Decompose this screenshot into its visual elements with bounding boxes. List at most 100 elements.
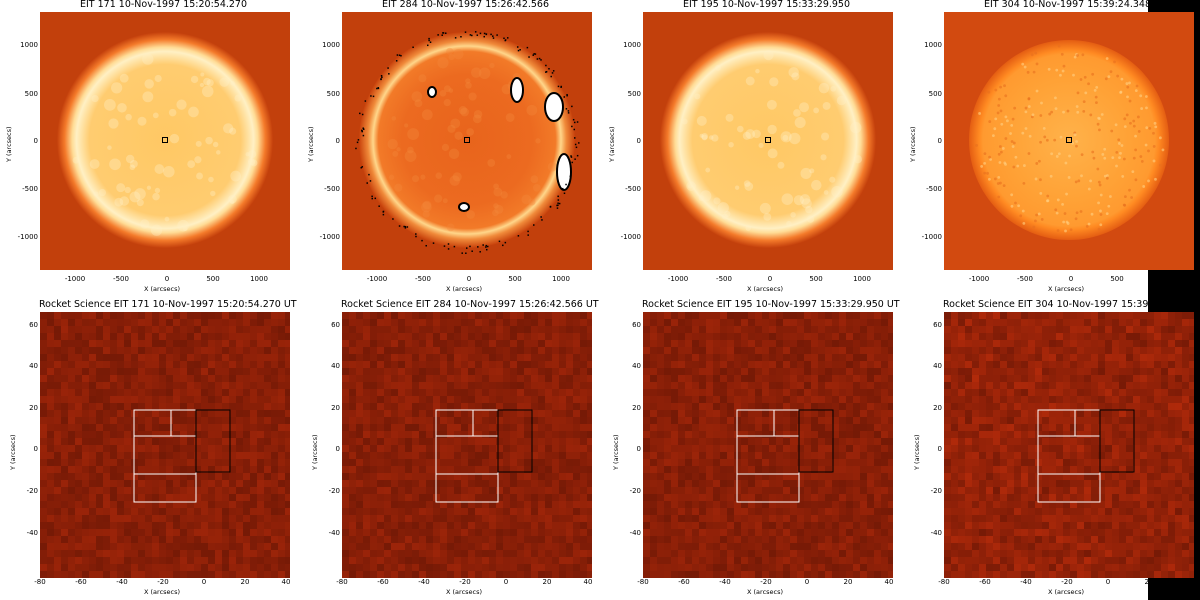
y-tick-label: 0: [937, 137, 942, 145]
x-tick-label: -60: [979, 578, 991, 586]
sun-image-frame: [643, 12, 893, 270]
sun-disk-image: [342, 12, 592, 270]
sun-image-frame: [40, 12, 290, 270]
panel-title: EIT 304 10-Nov-1997 15:39:24.348: [984, 0, 1152, 10]
x-tick-label: -60: [75, 578, 87, 586]
y-tick-label: 0: [937, 445, 942, 453]
y-axis-label: Y (arcsecs): [913, 434, 921, 470]
x-tick-label: 40: [1185, 578, 1195, 586]
x-tick-label: 0: [503, 578, 509, 586]
y-tick-label: -40: [26, 529, 38, 537]
x-axis-label: X (arcsecs): [144, 285, 181, 293]
x-tick-label: 0: [164, 275, 170, 283]
selection-box-marker: [464, 137, 470, 143]
x-tick-label: 20: [542, 578, 552, 586]
x-tick-label: 1000: [250, 275, 268, 283]
y-tick-label: 0: [335, 137, 340, 145]
x-tick-label: -20: [760, 578, 772, 586]
y-tick-label: 60: [29, 321, 38, 329]
y-tick-label: 500: [928, 90, 942, 98]
y-axis-label: Y (arcsecs): [612, 434, 620, 470]
y-tick-label: -1000: [921, 233, 942, 241]
x-tick-label: -500: [1017, 275, 1033, 283]
x-tick-label: 40: [583, 578, 593, 586]
y-tick-label: -500: [926, 185, 942, 193]
x-tick-label: 500: [1110, 275, 1124, 283]
y-axis-label: Y (arcsecs): [9, 434, 17, 470]
x-tick-label: -80: [637, 578, 649, 586]
y-tick-label: 0: [636, 137, 641, 145]
x-tick-label: 40: [884, 578, 894, 586]
x-tick-label: 500: [809, 275, 823, 283]
panel-title: Rocket Science EIT 171 10-Nov-1997 15:20…: [39, 299, 297, 310]
y-tick-label: -20: [629, 487, 641, 495]
y-tick-label: -40: [629, 529, 641, 537]
y-tick-label: -500: [22, 185, 38, 193]
x-tick-label: 20: [843, 578, 853, 586]
panel-title: EIT 195 10-Nov-1997 15:33:29.950: [683, 0, 851, 10]
x-tick-label: 0: [1068, 275, 1074, 283]
y-tick-label: 20: [632, 404, 641, 412]
y-tick-label: 60: [331, 321, 340, 329]
sun-image-frame: [342, 12, 592, 270]
y-tick-label: 40: [933, 362, 942, 370]
x-tick-label: 0: [804, 578, 810, 586]
y-tick-label: -500: [324, 185, 340, 193]
x-axis-label: X (arcsecs): [144, 588, 181, 596]
y-axis-label: Y (arcsecs): [608, 126, 616, 162]
x-tick-label: 1000: [853, 275, 871, 283]
y-tick-label: 40: [29, 362, 38, 370]
x-tick-label: -20: [459, 578, 471, 586]
y-tick-label: 1000: [623, 41, 641, 49]
zoomed-region-image: [40, 312, 290, 578]
y-tick-label: 500: [24, 90, 38, 98]
y-tick-label: -20: [930, 487, 942, 495]
zoom-image-frame: [40, 312, 290, 578]
y-tick-label: 1000: [322, 41, 340, 49]
zoom-image-frame: [944, 312, 1194, 578]
sun-image-frame: [944, 12, 1194, 270]
zoom-image-frame: [643, 312, 893, 578]
x-tick-label: -1000: [667, 275, 689, 283]
x-tick-label: -40: [116, 578, 128, 586]
x-tick-label: -500: [113, 275, 129, 283]
x-tick-label: 0: [1105, 578, 1111, 586]
zoomed-region-image: [944, 312, 1194, 578]
x-tick-label: -80: [34, 578, 46, 586]
y-tick-label: 40: [331, 362, 340, 370]
y-tick-label: -20: [26, 487, 38, 495]
y-tick-label: 60: [632, 321, 641, 329]
panel-title: EIT 284 10-Nov-1997 15:26:42.566: [382, 0, 550, 10]
y-tick-label: 0: [33, 445, 38, 453]
panel-title: Rocket Science EIT 304 10-Nov-1997 15:39…: [943, 299, 1200, 310]
panel-title: EIT 171 10-Nov-1997 15:20:54.270: [80, 0, 248, 10]
panel-title: Rocket Science EIT 195 10-Nov-1997 15:33…: [642, 299, 900, 310]
x-tick-label: 20: [240, 578, 250, 586]
x-tick-label: -40: [1020, 578, 1032, 586]
x-axis-label: X (arcsecs): [1048, 588, 1085, 596]
sun-disk-image: [643, 12, 893, 270]
x-tick-label: 1000: [1154, 275, 1172, 283]
y-tick-label: 40: [632, 362, 641, 370]
y-tick-label: -1000: [17, 233, 38, 241]
x-tick-label: -60: [678, 578, 690, 586]
x-tick-label: 40: [281, 578, 291, 586]
selection-box-marker: [1066, 137, 1072, 143]
x-tick-label: -500: [716, 275, 732, 283]
x-axis-label: X (arcsecs): [446, 588, 483, 596]
x-tick-label: -20: [1061, 578, 1073, 586]
y-axis-label: Y (arcsecs): [307, 126, 315, 162]
x-tick-label: -40: [418, 578, 430, 586]
y-axis-label: Y (arcsecs): [5, 126, 13, 162]
y-tick-label: -500: [625, 185, 641, 193]
x-tick-label: -20: [157, 578, 169, 586]
y-tick-label: 500: [326, 90, 340, 98]
x-tick-label: -1000: [64, 275, 86, 283]
x-tick-label: -1000: [968, 275, 990, 283]
y-tick-label: 20: [29, 404, 38, 412]
y-tick-label: -40: [930, 529, 942, 537]
x-tick-label: 500: [508, 275, 522, 283]
x-axis-label: X (arcsecs): [747, 285, 784, 293]
x-tick-label: 0: [466, 275, 472, 283]
x-tick-label: -60: [377, 578, 389, 586]
